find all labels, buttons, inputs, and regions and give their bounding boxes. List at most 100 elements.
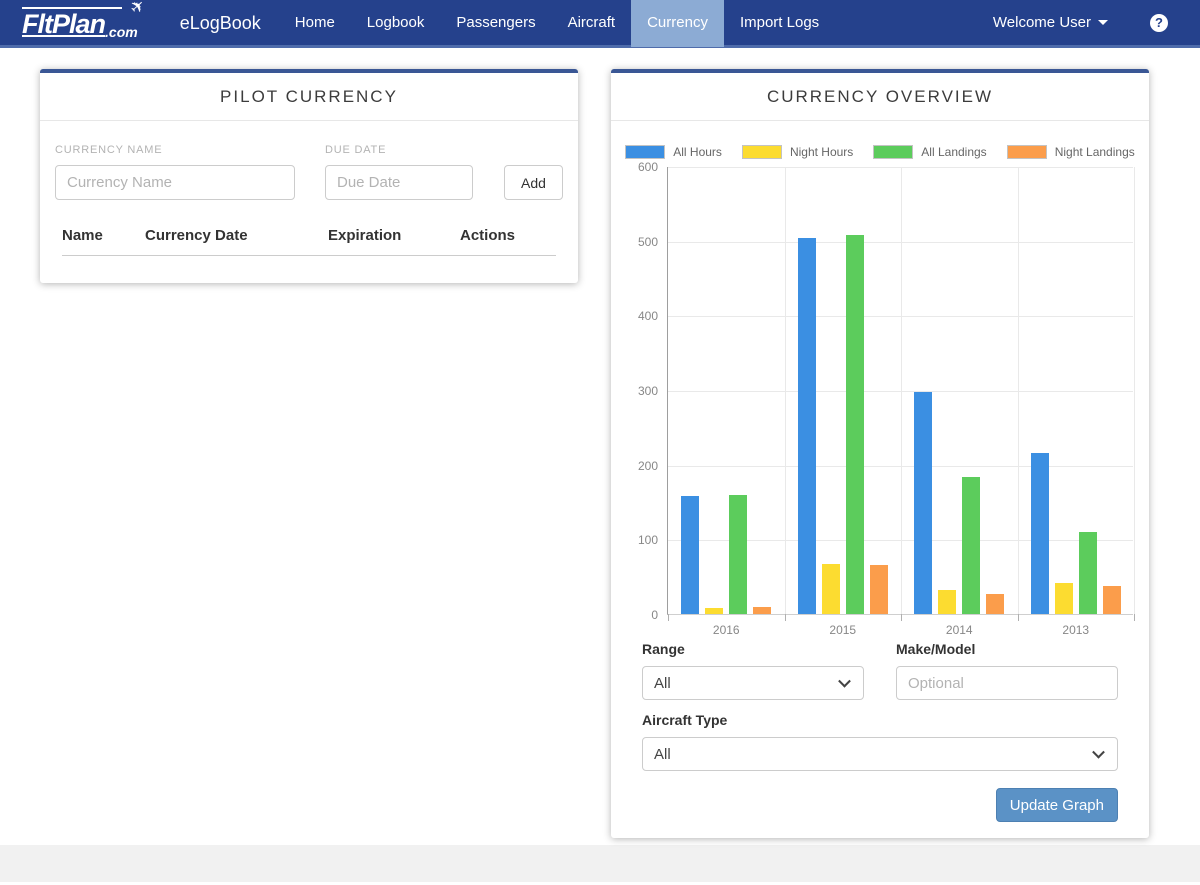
main-content: PILOT CURRENCY CURRENCY NAME DUE DATE Ad…	[0, 48, 1200, 845]
x-axis-label-2014: 2014	[945, 623, 973, 637]
logo-text: FltPlan	[22, 9, 106, 39]
bar-all-landings-2014	[962, 477, 981, 614]
gridline	[668, 465, 1133, 467]
fltplan-logo[interactable]: ✈ FltPlan.com	[20, 0, 150, 42]
legend-item-night-hours[interactable]: Night Hours	[741, 145, 854, 159]
column-header-actions: Actions	[460, 227, 516, 244]
due-date-input[interactable]	[325, 165, 473, 200]
make-model-label: Make/Model	[896, 641, 976, 657]
bar-night-landings-2013	[1102, 586, 1121, 614]
aircraft-type-label: Aircraft Type	[642, 712, 728, 728]
gridline	[1134, 167, 1135, 614]
bar-all-landings-2016	[729, 494, 748, 614]
chevron-down-icon	[1092, 745, 1105, 759]
legend-swatch-icon	[873, 145, 914, 159]
add-button[interactable]: Add	[504, 165, 563, 200]
due-date-label: DUE DATE	[325, 144, 387, 156]
nav-item-currency[interactable]: Currency	[631, 0, 724, 47]
nav-item-aircraft[interactable]: Aircraft	[567, 13, 616, 31]
user-menu[interactable]: Welcome User	[977, 0, 1124, 47]
x-axis-label-2013: 2013	[1062, 623, 1090, 637]
legend-item-all-hours[interactable]: All Hours	[625, 145, 722, 159]
bar-all-hours-2014	[914, 392, 933, 614]
currency-name-field-group: CURRENCY NAME	[55, 144, 295, 200]
y-axis-tick-label: 600	[637, 160, 658, 174]
legend-swatch-icon	[625, 145, 666, 159]
update-graph-button[interactable]: Update Graph	[995, 788, 1118, 822]
bar-group-2014	[901, 167, 1018, 614]
bar-night-hours-2013	[1054, 582, 1073, 614]
range-select-value: All	[654, 674, 671, 692]
gridline	[901, 167, 902, 614]
help-icon[interactable]: ?	[1150, 13, 1168, 32]
bar-group-2013	[1018, 167, 1135, 614]
bar-night-hours-2014	[938, 590, 957, 614]
chart-filter-form: Range All Make/Model Aircraft Type	[626, 615, 1134, 822]
app-brand-elogbook[interactable]: eLogBook	[179, 12, 261, 33]
chevron-down-icon	[838, 674, 851, 688]
column-header-currency-date: Currency Date	[145, 227, 248, 244]
currency-table-header: Name Currency Date Expiration Actions	[62, 227, 556, 256]
legend-label: Night Hours	[789, 145, 854, 159]
aircraft-type-select-value: All	[654, 745, 671, 763]
gridline	[668, 540, 1133, 542]
logo-suffix: .com	[105, 24, 138, 40]
navbar-right: Welcome User ?	[977, 0, 1186, 47]
bar-chart: 0 100 200 300 400 500 600 2016 2015 2014 2013	[638, 160, 1135, 637]
bar-all-landings-2013	[1078, 531, 1097, 614]
x-axis-label-2015: 2015	[829, 623, 857, 637]
y-axis-tick-label: 0	[651, 608, 658, 622]
page-footer-strip	[0, 845, 1200, 882]
pilot-currency-card: PILOT CURRENCY CURRENCY NAME DUE DATE Ad…	[40, 69, 578, 283]
legend-label: All Hours	[673, 145, 722, 159]
nav-item-passengers[interactable]: Passengers	[456, 13, 536, 31]
gridline	[668, 167, 1133, 168]
gridline	[1017, 167, 1019, 614]
y-axis-tick-label: 100	[637, 533, 658, 548]
currency-name-label: CURRENCY NAME	[55, 144, 163, 156]
due-date-field-group: DUE DATE	[325, 144, 473, 200]
range-field-group: Range All	[642, 629, 864, 700]
x-axis-tick	[901, 614, 902, 621]
navbar: ✈ FltPlan.com eLogBook Home Logbook Pass…	[0, 0, 1200, 48]
legend-label: Night Landings	[1054, 145, 1135, 159]
y-axis-tick-label: 200	[637, 458, 658, 473]
x-axis-tick	[1017, 614, 1019, 621]
y-axis-tick-label: 500	[637, 234, 658, 249]
currency-name-input[interactable]	[55, 165, 295, 200]
legend-label: All Landings	[921, 145, 987, 159]
nav-item-import-logs[interactable]: Import Logs	[739, 13, 820, 31]
pilot-currency-body: CURRENCY NAME DUE DATE Add Name Currency…	[40, 121, 578, 256]
nav-item-home[interactable]: Home	[294, 13, 335, 31]
aircraft-type-select[interactable]: All	[642, 737, 1118, 771]
nav-item-logbook[interactable]: Logbook	[366, 13, 425, 31]
update-button-row: Update Graph	[642, 788, 1118, 822]
legend-swatch-icon	[1006, 145, 1047, 159]
legend-item-night-landings[interactable]: Night Landings	[1006, 145, 1135, 159]
column-header-expiration: Expiration	[328, 227, 402, 244]
chevron-down-icon	[1098, 20, 1108, 25]
bar-all-landings-2015	[845, 234, 864, 614]
bar-night-landings-2015	[869, 564, 888, 614]
gridline	[668, 241, 1133, 243]
gridline	[784, 167, 786, 614]
bar-all-hours-2016	[681, 496, 700, 614]
y-axis-tick-label: 400	[637, 309, 658, 324]
range-select[interactable]: All	[642, 666, 864, 700]
currency-overview-title: CURRENCY OVERVIEW	[611, 73, 1149, 121]
bar-all-hours-2013	[1030, 452, 1049, 614]
user-menu-label: Welcome User	[992, 13, 1091, 31]
gridline	[668, 391, 1133, 392]
bar-night-landings-2014	[986, 593, 1005, 614]
currency-overview-card: CURRENCY OVERVIEW All Hours Night Hours Al…	[611, 69, 1149, 838]
gridline	[668, 316, 1133, 318]
y-axis-tick-label: 300	[637, 384, 658, 398]
x-axis-tick	[784, 614, 786, 621]
make-model-input[interactable]	[896, 666, 1118, 700]
legend-item-all-landings[interactable]: All Landings	[873, 145, 987, 159]
x-axis-tick	[668, 614, 669, 621]
filter-row-1: Range All Make/Model	[642, 629, 1118, 700]
pilot-currency-title: PILOT CURRENCY	[40, 73, 578, 121]
currency-overview-body: All Hours Night Hours All Landings Night La…	[611, 121, 1149, 822]
